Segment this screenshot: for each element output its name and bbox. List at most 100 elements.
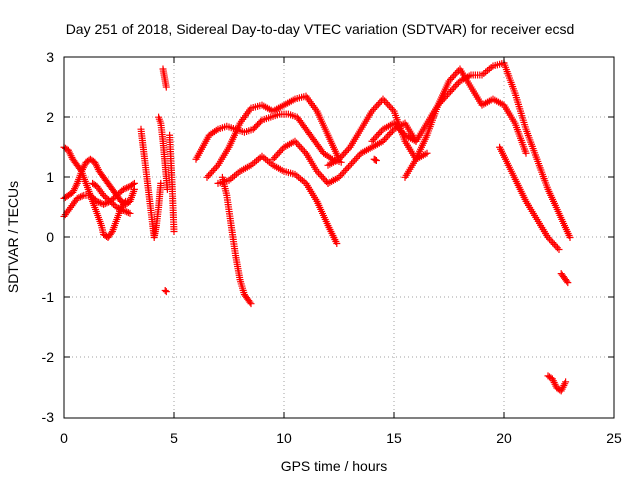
data-point [212,163,220,171]
data-point [398,128,406,136]
data-point [75,194,83,202]
data-point [388,105,396,113]
y-tick-labels: -3 -2 -1 0 1 2 3 [42,49,55,425]
data-point [553,244,561,252]
data-point [348,160,356,168]
data-point [562,378,570,386]
data-point [297,144,305,152]
data-point [130,179,138,187]
data-point [203,173,211,181]
data-point [349,158,357,166]
data-point [344,145,352,153]
data-point [337,172,345,180]
data-point [211,165,219,173]
plot-frame [63,56,615,419]
data-point [111,193,119,201]
y-tick-label: -1 [42,289,55,305]
data-point [313,167,321,175]
data-point [277,147,285,155]
data-point [123,208,131,216]
chart-title: Day 251 of 2018, Sidereal Day-to-day VTE… [66,21,575,37]
data-point [373,102,381,110]
data-point [161,286,169,294]
y-tick-label: 0 [46,229,54,245]
data-point [113,203,121,211]
data-point [522,149,530,157]
data-point [340,150,348,158]
data-point [162,83,170,91]
data-point [351,156,359,164]
data-point [205,172,213,180]
data-point [124,209,132,217]
data-point [338,170,346,178]
data-point [100,191,108,199]
data-point [566,234,574,241]
data-point [157,179,165,187]
data-point [451,70,459,78]
data-point [272,152,280,160]
data-point [341,166,349,174]
data-point [106,197,114,205]
data-point [550,240,558,248]
data-point [315,169,323,177]
data-point [116,188,124,196]
data-point [119,206,127,214]
data-point [341,148,349,156]
data-point [208,168,216,176]
data-point [352,154,360,162]
x-axis-label: GPS time / hours [281,458,388,474]
x-tick-label: 15 [386,430,402,446]
data-point [78,192,86,200]
data-point [103,194,111,202]
data-point [368,107,376,115]
data-point [170,227,178,235]
data-point [113,191,121,199]
data-point [274,150,282,158]
data-point [338,152,346,160]
data-point [291,137,299,145]
data-point [390,119,398,127]
data-point [121,185,129,193]
x-tick-label: 20 [496,430,512,446]
data-point [447,75,455,83]
data-point [294,141,302,149]
data-point [110,200,117,208]
data-point [319,174,327,182]
data-point [162,288,170,296]
data-point [555,246,563,254]
data-point [371,156,379,164]
data-point [379,137,387,145]
data-point [382,99,390,107]
data-point [118,206,126,214]
data-point [335,173,343,181]
data-point [110,194,117,202]
data-point [321,176,329,184]
data-point [114,204,122,212]
data-point [206,170,214,178]
data-point [88,193,96,201]
data-point [246,298,254,306]
grid [64,57,614,418]
data-point [412,137,420,145]
data-point [374,130,382,138]
data-point [257,118,265,126]
data-point [372,156,380,164]
y-tick-label: 2 [46,109,54,125]
data-point [387,129,395,137]
data-point [384,132,392,140]
data-point [552,242,560,250]
data-point [126,209,134,217]
data-point [563,277,571,285]
data-point [340,168,348,176]
data-point [376,99,384,107]
data-point [544,234,552,241]
data-point [129,180,137,188]
data-point [379,95,387,103]
data-point [247,300,255,308]
data-point [549,239,557,247]
x-tick-label: 10 [276,430,292,446]
data-point [354,153,362,161]
data-point [546,235,554,243]
data-point [293,139,301,147]
